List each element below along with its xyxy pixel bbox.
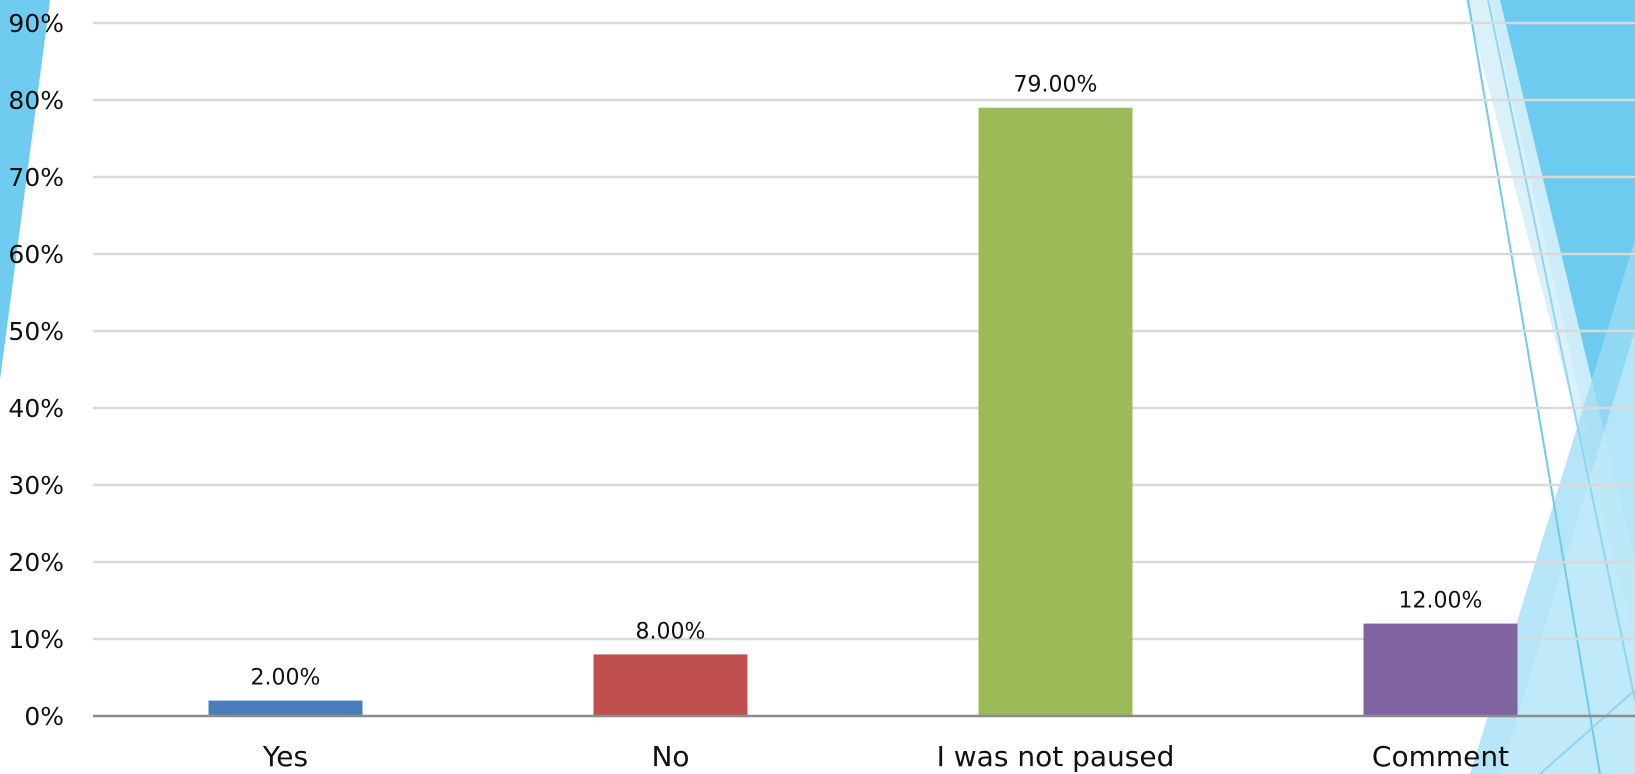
bar-comment [1363,623,1518,716]
bars [208,107,1518,716]
y-tick-label: 30% [8,471,64,500]
y-tick-label: 70% [8,163,64,192]
data-labels: 2.00% 8.00% 79.00% 12.00% [251,73,1483,691]
data-label: 2.00% [251,666,321,691]
y-tick-label: 20% [8,548,64,577]
y-tick-label: 10% [8,625,64,654]
gridlines [93,21,1635,641]
x-category-label: I was not paused [937,740,1175,773]
right-accent-shape-faint [1500,330,1635,774]
x-category-label: Yes [262,740,308,773]
data-label: 79.00% [1014,73,1098,98]
y-tick-label: 40% [8,394,64,423]
left-accent-shape [0,0,50,380]
x-axis: Yes No I was not paused Comment [93,714,1635,773]
right-accent-line-3 [1539,689,1635,774]
bar-no [593,654,748,716]
right-accent-line-1 [1467,0,1601,774]
bar-i-was-not-paused [978,107,1133,716]
right-accent-line-2 [1487,0,1635,701]
x-category-label: Comment [1372,740,1509,773]
data-label: 8.00% [636,619,706,644]
y-tick-label: 60% [8,240,64,269]
y-tick-label: 90% [8,9,64,38]
y-tick-label: 50% [8,317,64,346]
x-category-label: No [651,740,689,773]
bar-yes [208,700,363,716]
y-tick-label: 80% [8,86,64,115]
data-label: 12.00% [1399,589,1483,614]
y-axis: 0% 10% 20% 30% 40% 50% 60% 70% 80% 90% [8,9,64,731]
y-tick-label: 0% [24,702,64,731]
